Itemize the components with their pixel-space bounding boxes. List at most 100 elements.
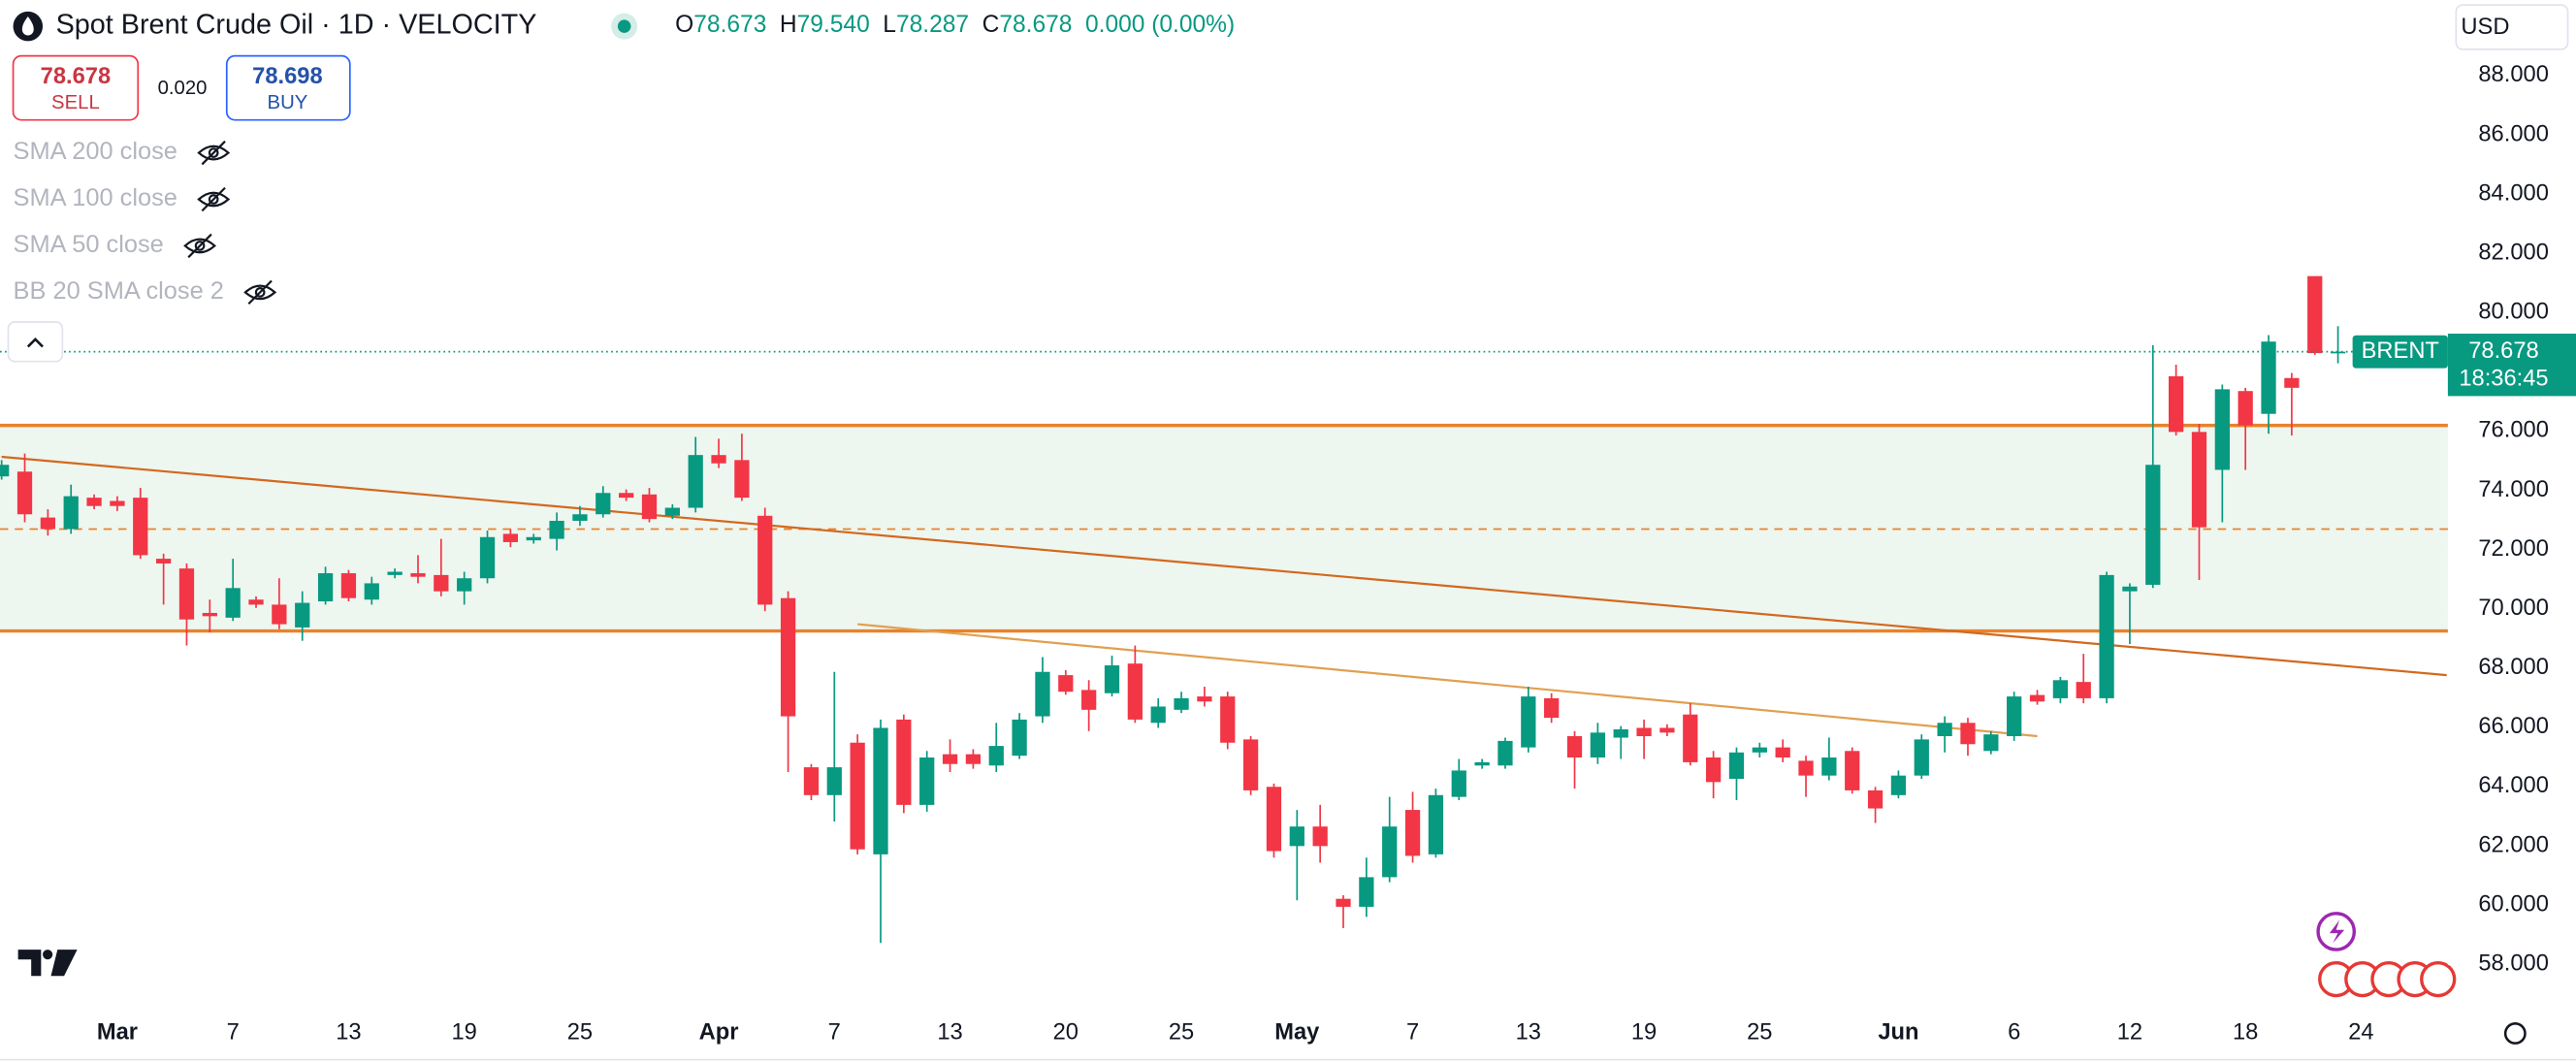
slash bbox=[201, 140, 226, 166]
flag[interactable] bbox=[2420, 960, 2457, 998]
status-dot bbox=[617, 19, 631, 33]
hidden-eye-icon[interactable] bbox=[243, 279, 277, 306]
candle-body bbox=[1728, 752, 1745, 780]
candle-body bbox=[479, 536, 496, 579]
symbol-tag bbox=[2352, 335, 2448, 369]
candle-body bbox=[1382, 826, 1398, 878]
x-tick-label: 25 bbox=[567, 1020, 593, 1046]
x-tick-label: 25 bbox=[1169, 1020, 1194, 1046]
indicator-list: SMA 200 close SMA 100 close SMA 50 close BB… bbox=[14, 138, 277, 306]
candle-body bbox=[850, 742, 865, 850]
candle-body bbox=[965, 754, 982, 764]
x-tick-label: 7 bbox=[1406, 1020, 1419, 1046]
currency-button[interactable] bbox=[2455, 4, 2569, 50]
candle-body bbox=[317, 573, 334, 602]
candle-body bbox=[2284, 377, 2300, 388]
x-tick-label: 13 bbox=[1516, 1020, 1541, 1046]
hidden-eye-icon[interactable] bbox=[197, 140, 231, 166]
ohlc-value: 78.678 bbox=[999, 13, 1072, 39]
candle-body bbox=[1359, 877, 1374, 907]
candle-body bbox=[596, 493, 611, 515]
candle-body bbox=[1521, 696, 1536, 748]
indicator-label: SMA 50 close bbox=[14, 231, 164, 258]
buy-label[interactable]: BUY bbox=[268, 92, 308, 113]
x-tick-label: 25 bbox=[1747, 1020, 1772, 1046]
ohlc-letter: L bbox=[883, 13, 896, 39]
collapse-button[interactable] bbox=[7, 321, 64, 363]
candle-body bbox=[63, 496, 79, 530]
candle-body bbox=[1474, 761, 1490, 766]
candle-body bbox=[1890, 775, 1907, 795]
x-tick-label: 7 bbox=[227, 1020, 240, 1046]
candle-body bbox=[1220, 696, 1236, 743]
candle-body bbox=[2307, 275, 2323, 354]
y-tick-label: 72.000 bbox=[2478, 536, 2549, 562]
event-flags[interactable] bbox=[2318, 960, 2457, 998]
candle-body bbox=[202, 612, 217, 617]
logo bbox=[17, 950, 78, 977]
ohlc-readout: O78.673 H79.540 L78.287 C78.678 0.000 (0.00%… bbox=[675, 13, 1235, 39]
candle-body bbox=[1242, 739, 1259, 790]
currency[interactable]: USD bbox=[2461, 15, 2509, 40]
candle-body bbox=[155, 559, 172, 564]
sell-button[interactable] bbox=[12, 54, 140, 121]
x-tick-label: 13 bbox=[336, 1020, 361, 1046]
y-tick-label: 60.000 bbox=[2478, 891, 2549, 917]
candle-body bbox=[2076, 682, 2091, 698]
candle-body bbox=[619, 493, 634, 499]
candle-body bbox=[826, 767, 842, 795]
candle-body bbox=[641, 494, 658, 520]
candle-body bbox=[16, 471, 33, 515]
slash bbox=[187, 233, 212, 259]
candle-body bbox=[272, 604, 287, 625]
candle-body bbox=[2122, 586, 2138, 592]
x-tick-label: May bbox=[1274, 1020, 1320, 1046]
y-tick-label: 58.000 bbox=[2478, 950, 2549, 976]
candle-body bbox=[1266, 787, 1282, 852]
candle-body bbox=[1035, 671, 1050, 717]
candle-body bbox=[2052, 680, 2069, 698]
candle-body bbox=[387, 571, 402, 575]
x-tick-label: 6 bbox=[2008, 1020, 2020, 1046]
drop-icon bbox=[21, 16, 34, 36]
settings-icon[interactable] bbox=[2503, 1022, 2527, 1045]
candle-body bbox=[2238, 391, 2253, 426]
x-tick-label: 19 bbox=[1631, 1020, 1657, 1046]
candle-body bbox=[1428, 794, 1444, 854]
candle-body bbox=[1058, 675, 1074, 693]
candle-body bbox=[988, 746, 1004, 766]
x-tick-label: 20 bbox=[1053, 1020, 1079, 1046]
candle-body bbox=[1081, 690, 1097, 710]
candle-body bbox=[1960, 723, 1976, 745]
y-tick-label: 64.000 bbox=[2478, 773, 2549, 798]
y-tick-label: 86.000 bbox=[2478, 121, 2549, 146]
y-tick-label: 74.000 bbox=[2478, 477, 2549, 502]
candle-body bbox=[1636, 727, 1652, 737]
trend-line bbox=[857, 623, 2038, 738]
candle-body bbox=[2099, 574, 2114, 698]
candle-body bbox=[248, 599, 264, 605]
candle-body bbox=[434, 574, 449, 592]
candle-body bbox=[1150, 706, 1166, 724]
x-tick-label: 13 bbox=[937, 1020, 962, 1046]
candle-body bbox=[711, 455, 726, 464]
candle-body bbox=[1404, 810, 1421, 856]
candle-body bbox=[1659, 727, 1675, 733]
candle-body bbox=[364, 583, 379, 600]
buy-price[interactable]: 78.698 bbox=[252, 64, 323, 89]
candle-body bbox=[86, 498, 102, 506]
candle-body bbox=[2214, 389, 2230, 470]
collapse-icon bbox=[26, 338, 44, 348]
hidden-eye-icon[interactable] bbox=[183, 233, 216, 259]
buy-button[interactable] bbox=[225, 54, 351, 121]
sell-price[interactable]: 78.678 bbox=[41, 64, 111, 89]
sell-label[interactable]: SELL bbox=[51, 92, 100, 113]
hidden-eye-icon[interactable] bbox=[197, 186, 231, 212]
candle-body bbox=[1983, 734, 1999, 752]
candle-body bbox=[1590, 732, 1605, 758]
candle-body bbox=[873, 727, 888, 854]
candle-body bbox=[526, 536, 541, 541]
candle-body bbox=[1451, 770, 1466, 797]
